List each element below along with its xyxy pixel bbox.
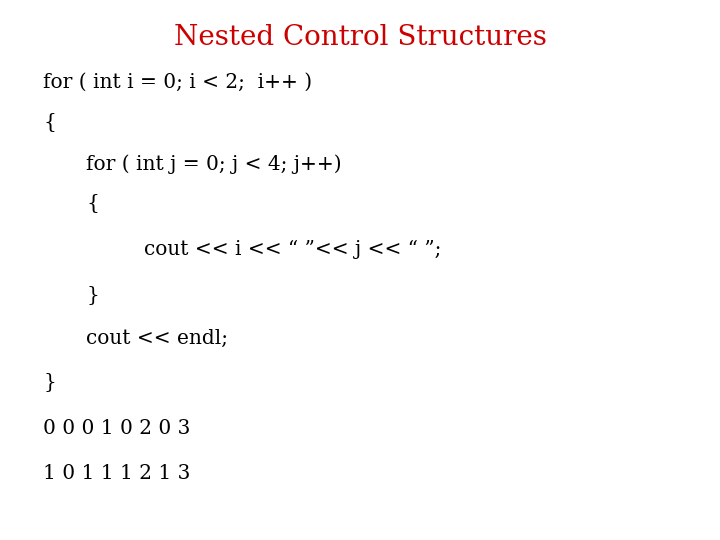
Text: {: { [43, 113, 56, 132]
Text: for ( int i = 0; i < 2;  i++ ): for ( int i = 0; i < 2; i++ ) [43, 73, 312, 92]
Text: {: { [86, 194, 99, 213]
Text: for ( int j = 0; j < 4; j++): for ( int j = 0; j < 4; j++) [86, 154, 342, 173]
Text: 0 0 0 1 0 2 0 3: 0 0 0 1 0 2 0 3 [43, 418, 191, 437]
Text: Nested Control Structures: Nested Control Structures [174, 24, 546, 51]
Text: cout << endl;: cout << endl; [86, 329, 228, 348]
Text: 1 0 1 1 1 2 1 3: 1 0 1 1 1 2 1 3 [43, 464, 191, 483]
Text: }: } [43, 373, 56, 392]
Text: }: } [86, 286, 99, 305]
Text: cout << i << “ ”<< j << “ ”;: cout << i << “ ”<< j << “ ”; [144, 240, 441, 259]
